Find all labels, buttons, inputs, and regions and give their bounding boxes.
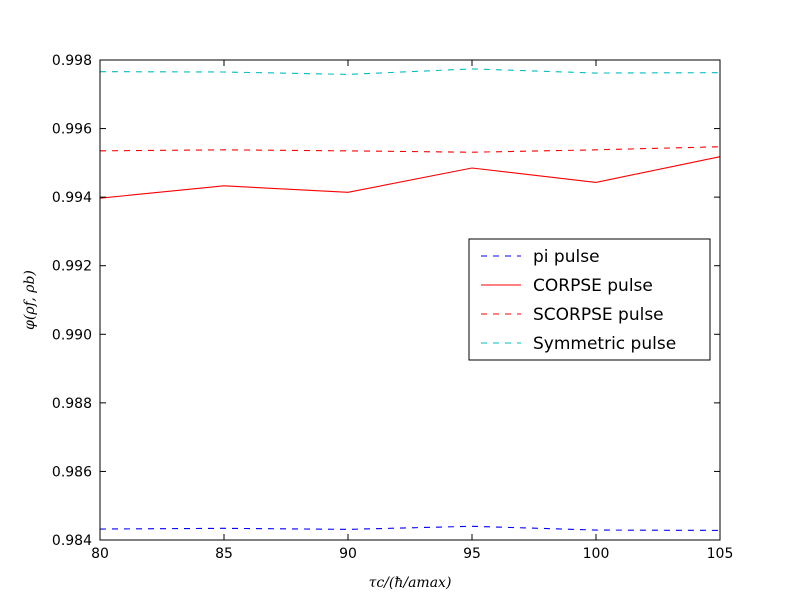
x-tick-label: 85 — [215, 546, 233, 562]
y-tick-label: 0.996 — [52, 122, 92, 138]
legend-box — [468, 238, 711, 361]
plot-frame — [99, 59, 721, 541]
y-tick-label: 0.990 — [52, 327, 92, 343]
series-line-1 — [99, 525, 721, 531]
x-tick-label: 90 — [339, 546, 357, 562]
x-tick-label: 100 — [583, 546, 610, 562]
tick-layer: 80 85 90 95 100 105 0.984 0.986 0.988 0.990 0.992 0… — [52, 53, 733, 562]
y-axis-label: φ(ρf, ρb) — [22, 270, 38, 330]
series-line-4 — [99, 68, 721, 75]
series-line-2 — [99, 156, 721, 199]
y-tick-label: 0.992 — [52, 259, 92, 275]
x-axis-label: τc/(ħ/amax) — [369, 575, 452, 591]
y-tick-label: 0.984 — [52, 533, 92, 549]
legend-label: pi pulse — [533, 247, 600, 267]
series-layer — [99, 68, 721, 531]
x-tick-label: 95 — [463, 546, 481, 562]
legend-label: SCORPSE pulse — [533, 305, 664, 325]
y-tick-label: 0.994 — [52, 190, 92, 206]
y-tick-label: 0.986 — [52, 464, 92, 480]
x-tick-label: 105 — [707, 546, 734, 562]
legend-label: Symmetric pulse — [533, 334, 676, 354]
y-tick-label: 0.998 — [52, 53, 92, 69]
series-line-3 — [99, 146, 721, 153]
x-tick-label: 80 — [91, 546, 109, 562]
legend-label: CORPSE pulse — [533, 276, 653, 296]
y-tick-label: 0.988 — [52, 396, 92, 412]
legend: pi pulse CORPSE pulse SCORPSE pulse Symmetr… — [468, 238, 711, 361]
